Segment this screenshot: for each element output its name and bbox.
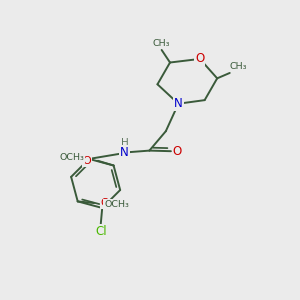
Text: O: O xyxy=(82,156,91,166)
Text: Cl: Cl xyxy=(95,225,106,239)
Text: CH₃: CH₃ xyxy=(230,62,248,71)
Text: N: N xyxy=(174,97,183,110)
Text: H: H xyxy=(121,138,128,148)
Text: OCH₃: OCH₃ xyxy=(59,153,84,162)
Text: CH₃: CH₃ xyxy=(152,39,170,48)
Text: O: O xyxy=(195,52,205,65)
Text: O: O xyxy=(173,145,182,158)
Text: OCH₃: OCH₃ xyxy=(104,200,129,209)
Text: O: O xyxy=(100,198,109,208)
Text: N: N xyxy=(120,146,129,159)
